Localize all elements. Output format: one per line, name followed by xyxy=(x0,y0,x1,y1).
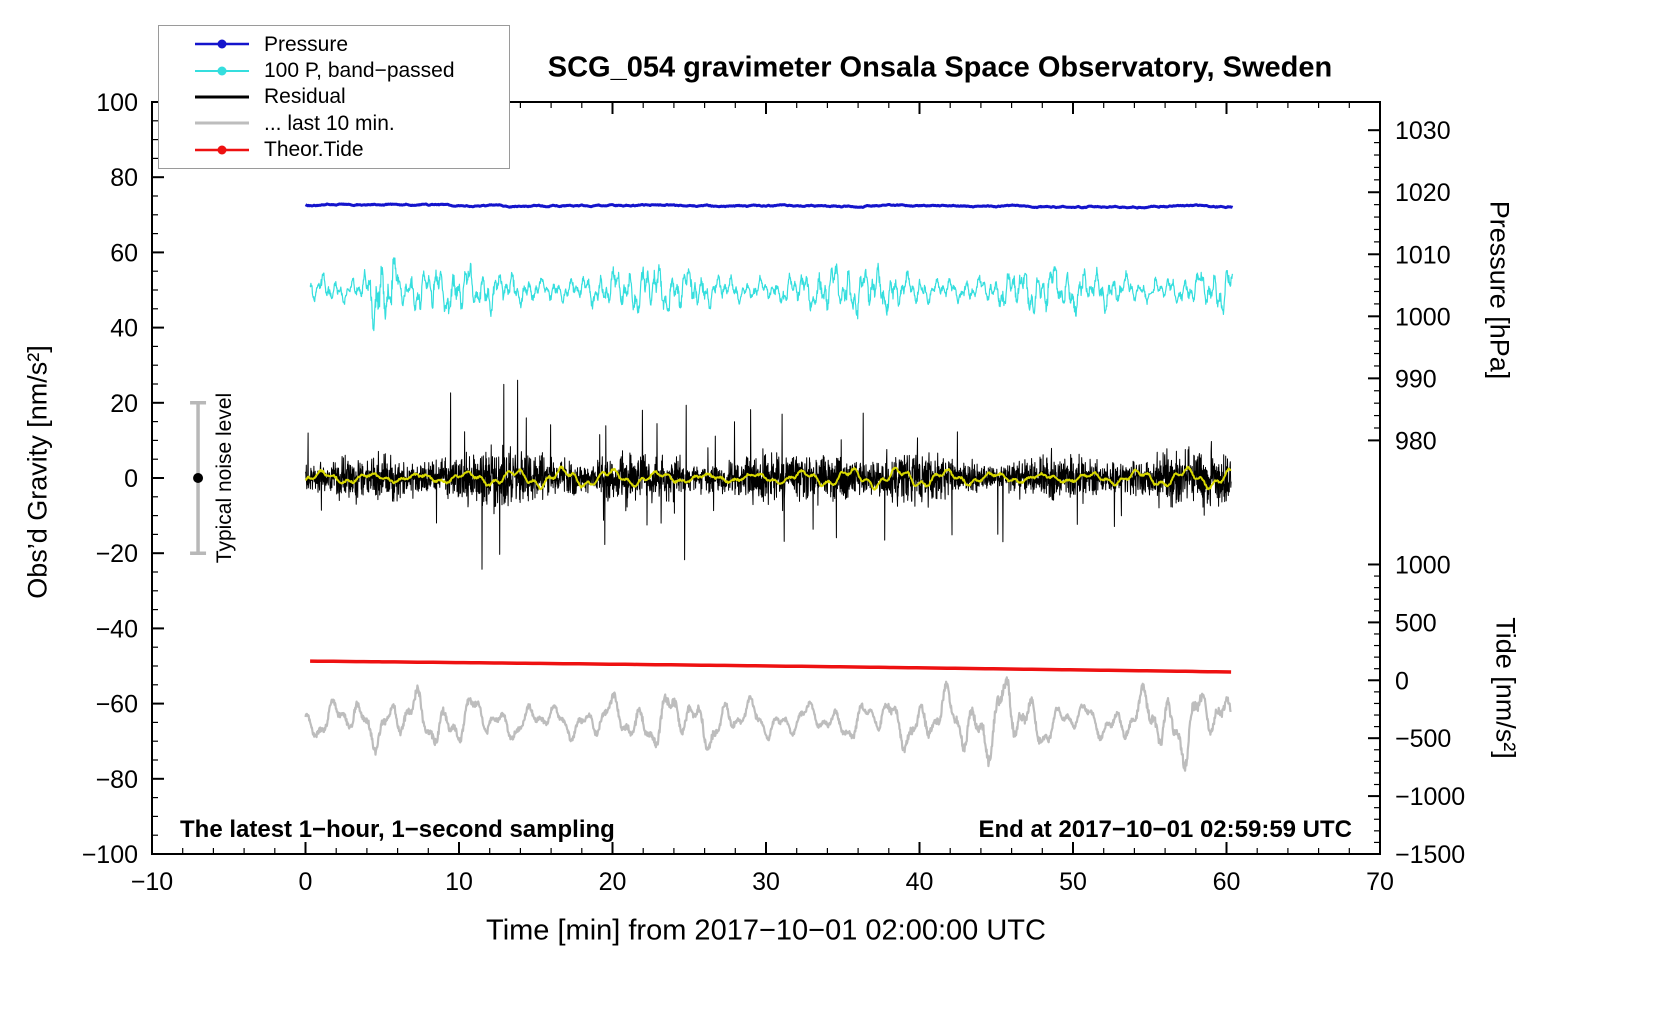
gravity-tick-label: −40 xyxy=(96,615,138,643)
noise-level-label: Typical noise level xyxy=(213,392,236,564)
legend-label: ... last 10 min. xyxy=(264,111,395,135)
x-tick-label: 0 xyxy=(299,868,313,896)
gravity-tick-label: 20 xyxy=(110,390,138,418)
legend-marker-dot xyxy=(217,39,227,49)
legend-item-theortide: Theor.Tide xyxy=(193,139,505,161)
x-tick-label: 20 xyxy=(599,868,627,896)
tide-tick-label: −500 xyxy=(1395,725,1451,753)
legend-item-bandpassed: 100 P, band−passed xyxy=(193,60,505,82)
legend-item-residual: Residual xyxy=(193,86,505,108)
x-tick-label: 50 xyxy=(1059,868,1087,896)
legend-label: Theor.Tide xyxy=(264,138,364,162)
tide-tick-label: 1000 xyxy=(1395,551,1451,579)
gravity-tick-label: 0 xyxy=(124,465,138,493)
series-bandpassed xyxy=(309,257,1234,332)
gravity-tick-label: −20 xyxy=(96,540,138,568)
tide-tick-label: 500 xyxy=(1395,609,1437,637)
x-tick-label: 70 xyxy=(1366,868,1394,896)
legend-label: Pressure xyxy=(264,32,349,56)
series-last10min xyxy=(304,676,1232,772)
gravity-tick-label: 60 xyxy=(110,239,138,267)
pressure-tick-label: 1020 xyxy=(1395,179,1451,207)
gravity-tick-label: −100 xyxy=(82,841,138,869)
y-axis-label-gravity: Obs’d Gravity [nm/s²] xyxy=(22,345,53,599)
gravity-tick-label: −60 xyxy=(96,691,138,719)
legend: Pressure 100 P, band−passed Residual... la… xyxy=(158,25,510,169)
pressure-tick-label: 1010 xyxy=(1395,241,1451,269)
tide-tick-label: 0 xyxy=(1395,667,1409,695)
series-residual-smoothed xyxy=(304,465,1232,491)
legend-label: 100 P, band−passed xyxy=(264,59,455,83)
x-tick-label: −10 xyxy=(131,868,173,896)
y-axis-label-pressure: Pressure [hPa] xyxy=(1484,200,1515,380)
legend-item-pressure: Pressure xyxy=(193,33,505,55)
pressure-tick-label: 1000 xyxy=(1395,303,1451,331)
series-residual xyxy=(305,379,1232,570)
x-axis-label: Time [min] from 2017−10−01 02:00:00 UTC xyxy=(486,914,1046,947)
sampling-annotation: The latest 1−hour, 1−second sampling xyxy=(180,816,615,843)
legend-item-last10min: ... last 10 min. xyxy=(193,112,505,134)
legend-sample-line-last10min xyxy=(195,121,249,125)
legend-sample-line-residual xyxy=(195,95,249,99)
noise-level-dot xyxy=(193,473,204,483)
x-tick-label: 30 xyxy=(752,868,780,896)
end-time-annotation: End at 2017−10−01 02:59:59 UTC xyxy=(978,816,1352,843)
x-tick-label: 60 xyxy=(1213,868,1241,896)
pressure-tick-label: 990 xyxy=(1395,365,1437,393)
series-pressure xyxy=(304,202,1234,210)
pressure-tick-label: 980 xyxy=(1395,427,1437,455)
x-tick-label: 10 xyxy=(445,868,473,896)
legend-sample-line-pressure xyxy=(195,39,249,49)
x-tick-label: 40 xyxy=(906,868,934,896)
legend-marker-dot xyxy=(217,66,227,76)
legend-sample-line-bandpassed xyxy=(195,66,249,76)
gravity-tick-label: −80 xyxy=(96,766,138,794)
legend-sample-line-theortide xyxy=(195,145,249,155)
gravity-tick-label: 100 xyxy=(96,89,138,117)
tide-tick-label: −1000 xyxy=(1395,783,1465,811)
gravity-tick-label: 40 xyxy=(110,315,138,343)
legend-label: Residual xyxy=(264,85,346,109)
pressure-tick-label: 1030 xyxy=(1395,117,1451,145)
series-theortide xyxy=(310,659,1232,674)
tide-tick-label: −1500 xyxy=(1395,841,1465,869)
chart-title: SCG_054 gravimeter Onsala Space Observat… xyxy=(547,51,1333,84)
y-axis-label-tide: Tide [nm/s²] xyxy=(1490,617,1521,759)
gravity-tick-label: 80 xyxy=(110,164,138,192)
legend-marker-dot xyxy=(217,145,227,155)
